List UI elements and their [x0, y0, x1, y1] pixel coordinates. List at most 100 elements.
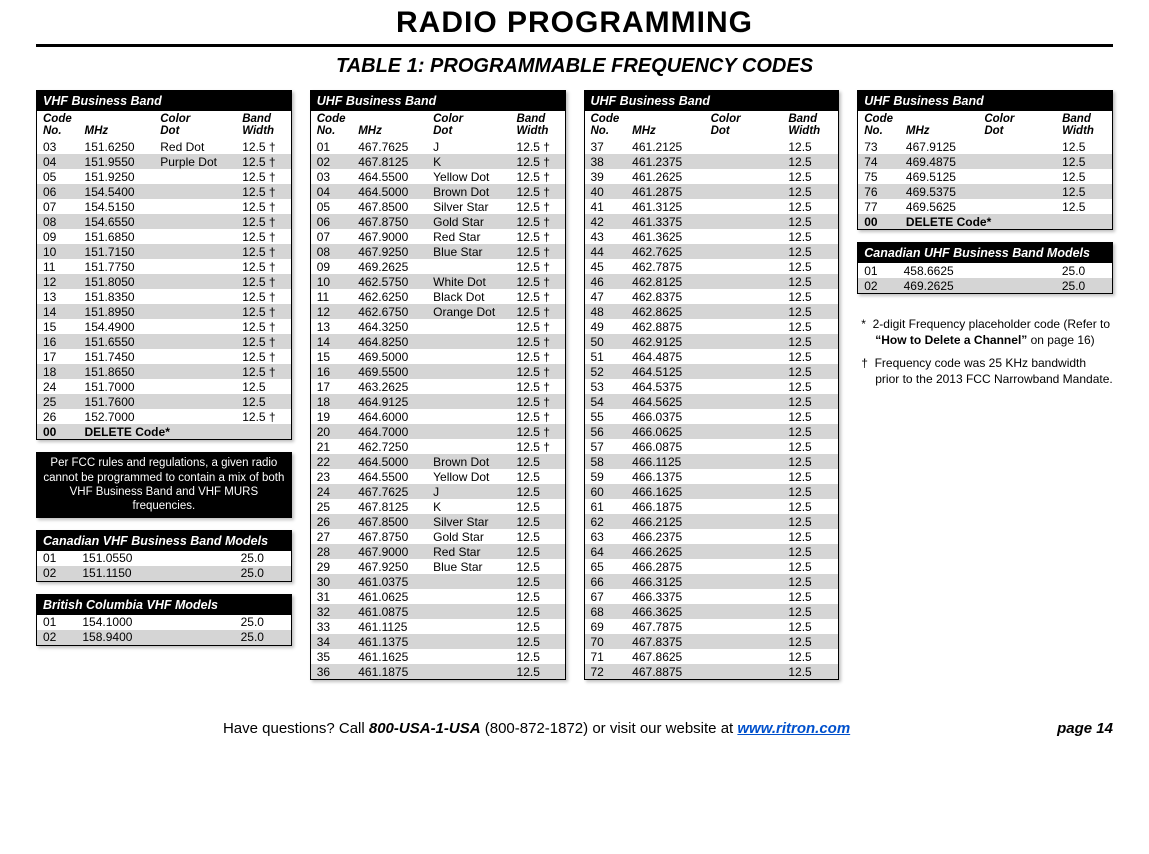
footer-text2: (800-872-1872) or visit our website at — [481, 720, 738, 737]
table-title: TABLE 1: PROGRAMMABLE FREQUENCY CODES — [36, 47, 1113, 90]
table-row: 15469.500012.5 † — [311, 349, 565, 364]
vhf-body: 03151.6250Red Dot12.5 †04151.9550Purple … — [37, 139, 291, 439]
table-row: 13464.325012.5 † — [311, 319, 565, 334]
can-vhf-table: Canadian VHF Business Band Models 01151.… — [36, 530, 292, 582]
footer-phone: 800-USA-1-USA — [369, 720, 481, 737]
table-row: 08154.655012.5 † — [37, 214, 291, 229]
table-row: 11462.6250Black Dot12.5 † — [311, 289, 565, 304]
table-row: 31461.062512.5 — [311, 589, 565, 604]
table-row: 44462.762512.5 — [585, 244, 839, 259]
columns-container: VHF Business Band CodeNo. MHz ColorDot B… — [36, 90, 1113, 680]
table-row: 42461.337512.5 — [585, 214, 839, 229]
table-row: 12151.805012.5 † — [37, 274, 291, 289]
can-vhf-body: 01151.055025.002151.115025.0 — [37, 551, 291, 581]
table-row: 06467.8750Gold Star12.5 † — [311, 214, 565, 229]
fcc-note: Per FCC rules and regulations, a given r… — [36, 452, 292, 518]
table-row: 01458.662525.0 — [858, 263, 1112, 278]
table-row: 13151.835012.5 † — [37, 289, 291, 304]
table-row: 69467.787512.5 — [585, 619, 839, 634]
table-row: 09469.262512.5 † — [311, 259, 565, 274]
footnote-star: * 2-digit Frequency placeholder code (Re… — [857, 316, 1113, 348]
table-row: 20464.700012.5 † — [311, 424, 565, 439]
table-row: 11151.775012.5 † — [37, 259, 291, 274]
table-row: 12462.6750Orange Dot12.5 † — [311, 304, 565, 319]
table-row: 64466.262512.5 — [585, 544, 839, 559]
vhf-title: VHF Business Band — [37, 91, 291, 111]
table-row: 25151.760012.5 — [37, 394, 291, 409]
table-row: 14464.825012.5 † — [311, 334, 565, 349]
table-row: 58466.112512.5 — [585, 454, 839, 469]
table-row: 07467.9000Red Star12.5 † — [311, 229, 565, 244]
table-row: 02469.262525.0 — [858, 278, 1112, 293]
table-row: 24467.7625J12.5 — [311, 484, 565, 499]
table-row: 38461.237512.5 — [585, 154, 839, 169]
table-row: 01467.7625J12.5 † — [311, 139, 565, 154]
uhf1-title: UHF Business Band — [311, 91, 565, 111]
table-row: 35461.162512.5 — [311, 649, 565, 664]
table-row: 09151.685012.5 † — [37, 229, 291, 244]
uhf3-title: UHF Business Band — [858, 91, 1112, 111]
table-row: 07154.515012.5 † — [37, 199, 291, 214]
footer-link[interactable]: www.ritron.com — [737, 720, 850, 737]
delete-row: 00DELETE Code* — [37, 424, 291, 439]
table-row: 04151.9550Purple Dot12.5 † — [37, 154, 291, 169]
table-row: 33461.112512.5 — [311, 619, 565, 634]
table-row: 29467.9250Blue Star12.5 — [311, 559, 565, 574]
can-uhf-title: Canadian UHF Business Band Models — [858, 243, 1112, 263]
uhf3-table: UHF Business Band CodeNo. MHz ColorDot B… — [857, 90, 1113, 230]
table-row: 57466.087512.5 — [585, 439, 839, 454]
table-row: 56466.062512.5 — [585, 424, 839, 439]
table-row: 16469.550012.5 † — [311, 364, 565, 379]
table-row: 28467.9000Red Star12.5 — [311, 544, 565, 559]
table-row: 45462.787512.5 — [585, 259, 839, 274]
can-uhf-body: 01458.662525.002469.262525.0 — [858, 263, 1112, 293]
footnote-dagger: † Frequency code was 25 KHz bandwidth pr… — [857, 355, 1113, 387]
table-row: 10151.715012.5 † — [37, 244, 291, 259]
table-row: 06154.540012.5 † — [37, 184, 291, 199]
table-row: 34461.137512.5 — [311, 634, 565, 649]
table-row: 46462.812512.5 — [585, 274, 839, 289]
table-row: 39461.262512.5 — [585, 169, 839, 184]
table-row: 53464.537512.5 — [585, 379, 839, 394]
table-row: 59466.137512.5 — [585, 469, 839, 484]
table-row: 74469.487512.5 — [858, 154, 1112, 169]
table-row: 66466.312512.5 — [585, 574, 839, 589]
table-row: 15154.490012.5 † — [37, 319, 291, 334]
uhf1-table: UHF Business Band CodeNo. MHz ColorDot B… — [310, 90, 566, 680]
footer-text: Have questions? Call — [223, 720, 369, 737]
vhf-table: VHF Business Band CodeNo. MHz ColorDot B… — [36, 90, 292, 440]
table-row: 68466.362512.5 — [585, 604, 839, 619]
table-row: 18464.912512.5 † — [311, 394, 565, 409]
table-row: 21462.725012.5 † — [311, 439, 565, 454]
table-row: 51464.487512.5 — [585, 349, 839, 364]
table-row: 77469.562512.5 — [858, 199, 1112, 214]
table-row: 17151.745012.5 † — [37, 349, 291, 364]
table-row: 24151.700012.5 — [37, 379, 291, 394]
table-row: 16151.655012.5 † — [37, 334, 291, 349]
table-row: 43461.362512.5 — [585, 229, 839, 244]
table-row: 01154.100025.0 — [37, 615, 291, 630]
table-row: 17463.262512.5 † — [311, 379, 565, 394]
footnotes: * 2-digit Frequency placeholder code (Re… — [857, 306, 1113, 393]
can-vhf-title: Canadian VHF Business Band Models — [37, 531, 291, 551]
page-title: RADIO PROGRAMMING — [36, 0, 1113, 47]
uhf2-table: UHF Business Band CodeNo. MHz ColorDot B… — [584, 90, 840, 680]
table-row: 10462.5750White Dot12.5 † — [311, 274, 565, 289]
table-row: 72467.887512.5 — [585, 664, 839, 679]
hdr-dot: ColorDot — [154, 111, 236, 139]
table-row: 60466.162512.5 — [585, 484, 839, 499]
table-row: 23464.5500Yellow Dot12.5 — [311, 469, 565, 484]
table-row: 71467.862512.5 — [585, 649, 839, 664]
uhf1-body: 01467.7625J12.5 †02467.8125K12.5 †03464.… — [311, 139, 565, 679]
table-row: 70467.837512.5 — [585, 634, 839, 649]
table-row: 55466.037512.5 — [585, 409, 839, 424]
table-row: 14151.895012.5 † — [37, 304, 291, 319]
table-row: 04464.5000Brown Dot12.5 † — [311, 184, 565, 199]
column-1: VHF Business Band CodeNo. MHz ColorDot B… — [36, 90, 292, 646]
table-row: 02151.115025.0 — [37, 566, 291, 581]
table-row: 65466.287512.5 — [585, 559, 839, 574]
table-row: 50462.912512.5 — [585, 334, 839, 349]
table-row: 73467.912512.5 — [858, 139, 1112, 154]
bc-vhf-body: 01154.100025.002158.940025.0 — [37, 615, 291, 645]
page-number: page 14 — [1037, 720, 1113, 737]
